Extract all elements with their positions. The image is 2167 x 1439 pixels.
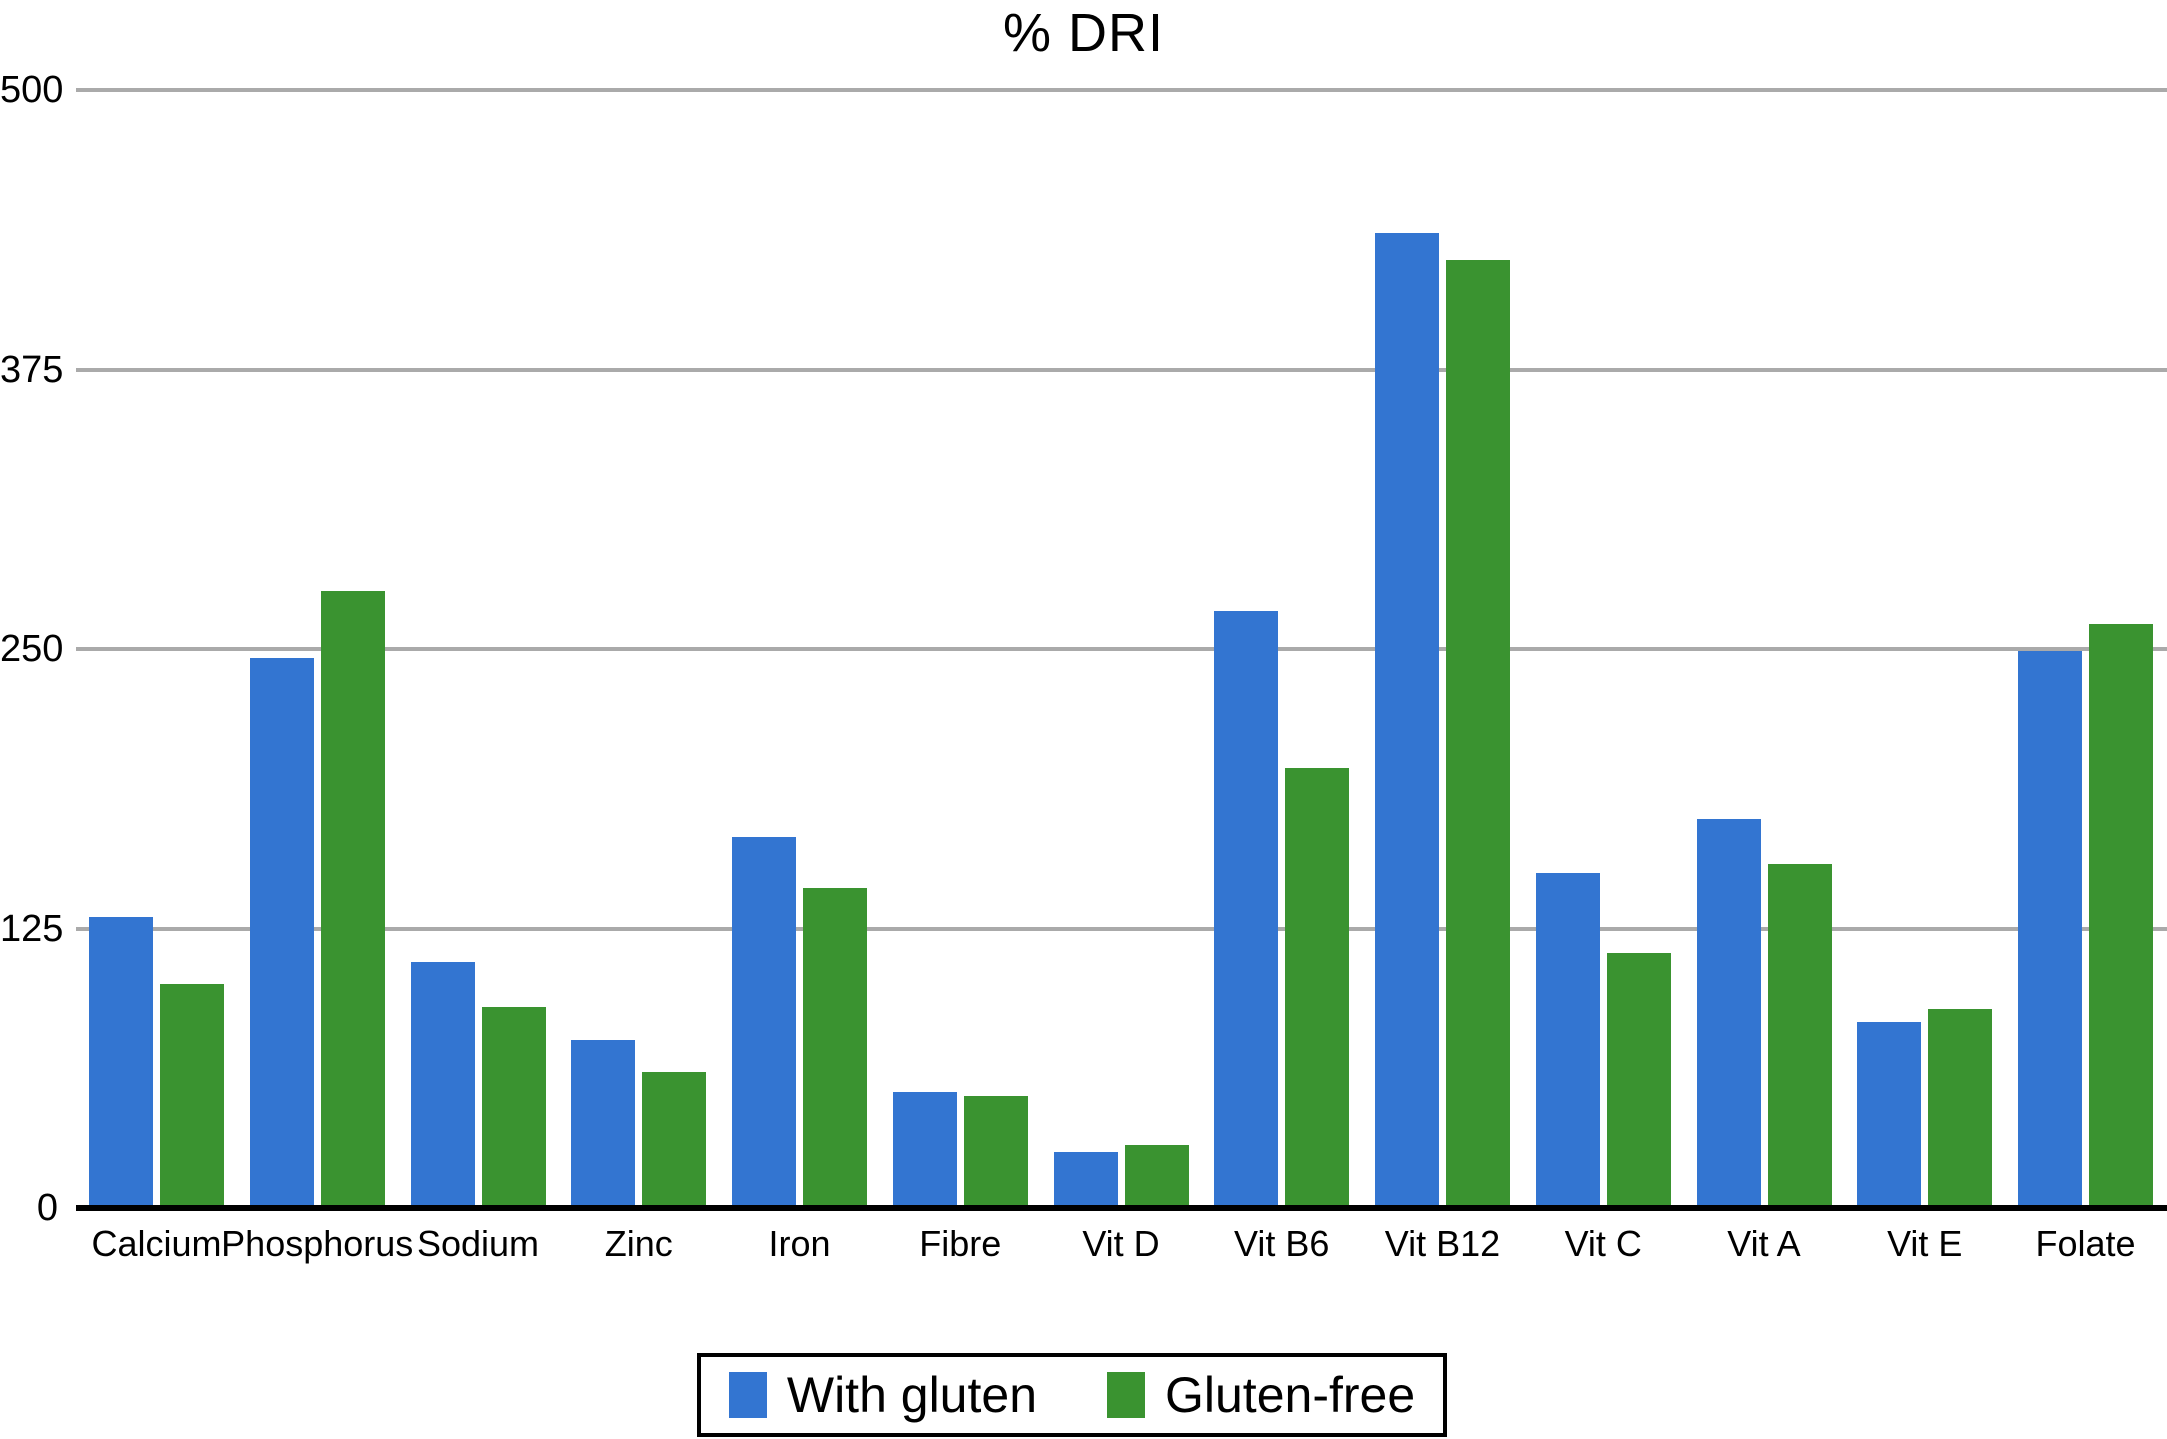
gridline-375 (76, 367, 2167, 372)
bar-gluten-free-sodium (481, 1006, 546, 1208)
bar-gluten-free-vit-e (1928, 1008, 1993, 1208)
bar-gluten-free-zinc (642, 1071, 707, 1208)
bar-gluten-free-vit-d (1124, 1145, 1189, 1208)
bar-with-gluten-iron (732, 836, 796, 1208)
bar-with-gluten-vit-b6 (1214, 610, 1279, 1208)
x-axis-label-folate: Folate (2035, 1223, 2136, 1264)
bar-with-gluten-phosphorus (249, 657, 314, 1208)
legend-item-with-gluten: With gluten (728, 1366, 1037, 1424)
x-axis-label-vit-a: Vit A (1727, 1223, 1801, 1264)
bar-gluten-free-vit-c (1606, 953, 1671, 1208)
bar-gluten-free-calcium (160, 984, 224, 1208)
bar-with-gluten-folate (2018, 651, 2082, 1208)
x-axis-label-vit-b12: Vit B12 (1384, 1223, 1501, 1264)
bar-with-gluten-vit-b12 (1375, 233, 1439, 1208)
legend-label: Gluten-free (1165, 1367, 1416, 1423)
y-axis-tick-label: 0 (36, 1187, 58, 1229)
x-axis-label-vit-b6: Vit B6 (1234, 1223, 1330, 1264)
x-axis-label-sodium: Sodium (416, 1223, 540, 1264)
bar-with-gluten-vit-d (1053, 1152, 1118, 1208)
y-axis-tick-label: 375 (0, 348, 64, 391)
bar-with-gluten-sodium (410, 962, 475, 1208)
bar-with-gluten-vit-a (1696, 818, 1761, 1208)
x-axis-label-zinc: Zinc (604, 1223, 673, 1264)
bar-with-gluten-fibre (892, 1091, 957, 1208)
bar-gluten-free-folate (2089, 624, 2153, 1208)
with-gluten-swatch-icon (728, 1372, 767, 1418)
x-axis-label-vit-c: Vit C (1564, 1223, 1642, 1264)
bar-with-gluten-vit-e (1857, 1022, 1922, 1208)
x-axis-label-fibre: Fibre (919, 1223, 1002, 1264)
x-axis-label-phosphorus: Phosphorus (221, 1223, 414, 1264)
legend-item-gluten-free: Gluten-free (1107, 1366, 1415, 1424)
gridline-125 (76, 926, 2167, 931)
gridline-250 (76, 647, 2167, 651)
gridline-500 (76, 88, 2167, 92)
gluten-free-swatch-icon (1107, 1372, 1145, 1418)
bar-with-gluten-calcium (89, 917, 153, 1208)
x-axis-label-vit-e: Vit E (1887, 1223, 1963, 1264)
x-axis-label-calcium: Calcium (91, 1223, 222, 1264)
bar-gluten-free-vit-b12 (1446, 259, 1510, 1208)
y-axis-tick-label: 125 (0, 907, 64, 950)
x-axis-line (76, 1205, 2167, 1211)
bar-gluten-free-vit-a (1767, 863, 1832, 1208)
x-axis-label-iron: Iron (768, 1223, 831, 1264)
bar-gluten-free-vit-b6 (1285, 767, 1350, 1208)
legend: With gluten Gluten-free (697, 1353, 1447, 1437)
x-axis-label-vit-d: Vit D (1082, 1223, 1160, 1264)
bar-gluten-free-iron (803, 888, 867, 1208)
bar-gluten-free-fibre (963, 1096, 1028, 1208)
y-axis-tick-label: 250 (0, 628, 64, 670)
bar-gluten-free-phosphorus (320, 590, 385, 1208)
chart-title: % DRI (1002, 3, 1164, 63)
legend-label: With gluten (786, 1367, 1037, 1423)
y-axis-tick-label: 500 (0, 69, 64, 111)
bar-with-gluten-vit-c (1535, 872, 1600, 1208)
bar-with-gluten-zinc (571, 1040, 636, 1208)
